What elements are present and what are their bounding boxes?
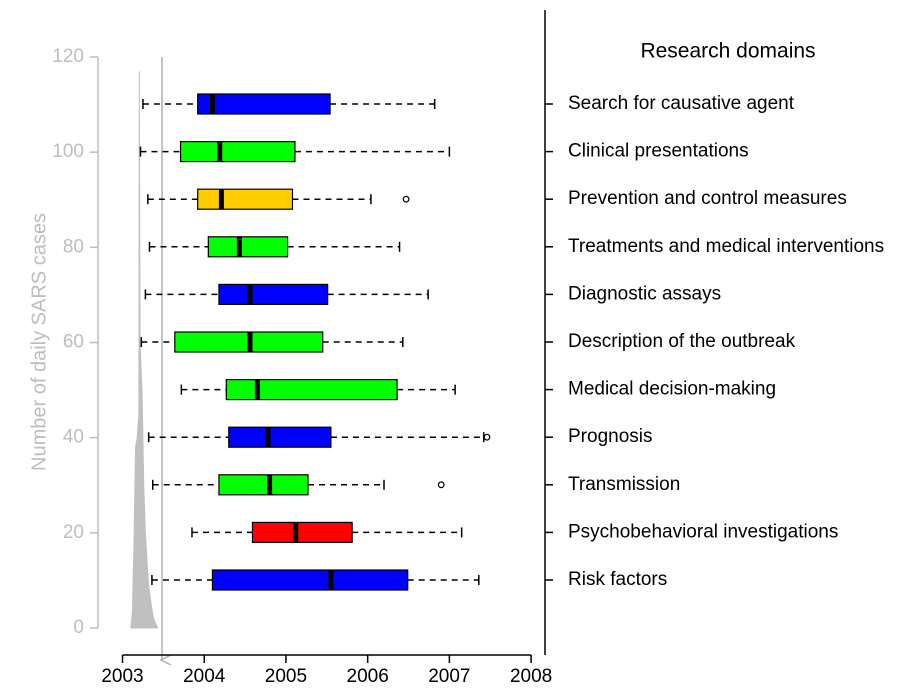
x-tick-label: 2004 bbox=[183, 666, 226, 687]
x-tick-label: 2007 bbox=[428, 666, 470, 687]
category-label: Medical decision-making bbox=[568, 379, 776, 400]
outlier bbox=[402, 195, 410, 203]
box bbox=[179, 141, 296, 163]
y-axis-label: Number of daily SARS cases bbox=[28, 213, 50, 471]
area bbox=[130, 71, 159, 629]
box bbox=[197, 93, 331, 115]
y-tick-label: 100 bbox=[52, 141, 84, 162]
category-label: Prevention and control measures bbox=[568, 188, 847, 209]
box bbox=[228, 426, 332, 448]
category-label: Prognosis bbox=[568, 426, 653, 447]
box bbox=[251, 521, 353, 544]
box bbox=[225, 379, 398, 401]
y-tick-label: 80 bbox=[63, 236, 84, 257]
category-label: Transmission bbox=[568, 474, 680, 495]
y-tick-label: 120 bbox=[52, 46, 84, 67]
x-tick-label: 2003 bbox=[101, 666, 143, 687]
y-tick-label: 0 bbox=[73, 617, 84, 638]
box bbox=[218, 474, 309, 496]
box bbox=[197, 188, 294, 210]
category-label: Description of the outbreak bbox=[568, 331, 796, 352]
x-tick-label: 2006 bbox=[347, 666, 389, 687]
x-tick-label: 2008 bbox=[510, 666, 552, 687]
x-tick-label: 2005 bbox=[265, 666, 307, 687]
box bbox=[207, 236, 289, 258]
outlier bbox=[483, 433, 491, 441]
y-tick-label: 20 bbox=[63, 522, 84, 543]
category-label: Psychobehavioral investigations bbox=[568, 521, 838, 542]
category-label: Risk factors bbox=[568, 569, 667, 590]
category-label: Search for causative agent bbox=[568, 93, 795, 114]
box bbox=[211, 569, 409, 591]
box bbox=[218, 283, 329, 305]
category-label: Diagnostic assays bbox=[568, 283, 721, 304]
y-tick-label: 60 bbox=[63, 332, 84, 353]
category-label: Treatments and medical interventions bbox=[568, 236, 884, 257]
y-tick-label: 40 bbox=[63, 427, 84, 448]
chart-title: Research domains bbox=[640, 40, 815, 63]
category-label: Clinical presentations bbox=[568, 141, 749, 162]
outlier bbox=[437, 481, 445, 489]
